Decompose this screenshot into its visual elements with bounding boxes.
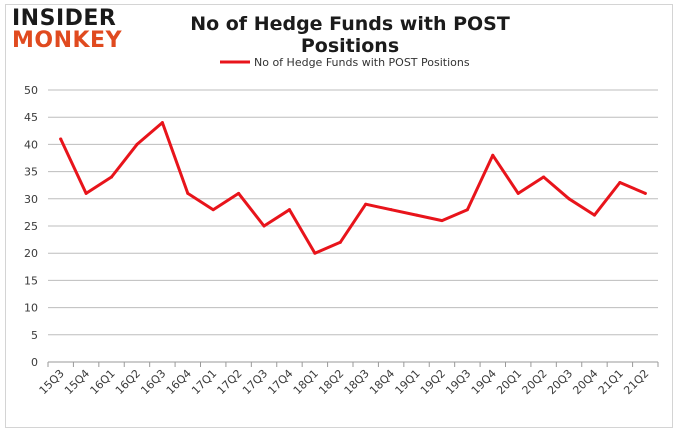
x-tick-label: 17Q3 bbox=[240, 367, 270, 397]
chart-title: No of Hedge Funds with POST Positions bbox=[190, 13, 510, 57]
data-point bbox=[618, 180, 622, 184]
x-tick-label: 17Q1 bbox=[189, 367, 219, 397]
data-point bbox=[389, 208, 393, 212]
data-point bbox=[262, 224, 266, 228]
data-point bbox=[364, 202, 368, 206]
data-point bbox=[440, 219, 444, 223]
data-point bbox=[160, 121, 164, 125]
data-point bbox=[415, 213, 419, 217]
y-tick-label: 50 bbox=[24, 84, 38, 97]
logo-line-2: MONKEY bbox=[12, 28, 123, 53]
x-tick-label: 16Q4 bbox=[164, 367, 194, 397]
x-tick-label: 17Q2 bbox=[215, 367, 245, 397]
y-tick-label: 25 bbox=[24, 220, 38, 233]
data-point bbox=[465, 208, 469, 212]
y-tick-label: 0 bbox=[31, 356, 38, 369]
x-tick-label: 21Q1 bbox=[596, 367, 626, 397]
x-tick-label: 15Q3 bbox=[37, 367, 67, 397]
x-tick-label: 20Q2 bbox=[520, 367, 550, 397]
x-tick-label: 16Q1 bbox=[88, 367, 118, 397]
y-tick-label: 5 bbox=[31, 329, 38, 342]
x-tick-label: 20Q4 bbox=[570, 367, 600, 397]
x-tick-label: 21Q2 bbox=[621, 367, 651, 397]
data-point bbox=[59, 137, 63, 141]
x-tick-label: 18Q3 bbox=[342, 367, 372, 397]
chart-frame bbox=[5, 4, 673, 428]
x-tick-label: 17Q4 bbox=[265, 367, 295, 397]
data-point bbox=[237, 191, 241, 195]
data-point bbox=[313, 251, 317, 255]
data-point bbox=[567, 197, 571, 201]
data-point bbox=[516, 191, 520, 195]
data-point bbox=[542, 175, 546, 179]
x-tick-label: 20Q1 bbox=[494, 367, 524, 397]
y-tick-label: 40 bbox=[24, 138, 38, 151]
x-tick-label: 15Q4 bbox=[62, 367, 92, 397]
series-line bbox=[59, 121, 647, 255]
data-point bbox=[211, 208, 215, 212]
x-tick-label: 19Q2 bbox=[418, 367, 448, 397]
data-point bbox=[287, 208, 291, 212]
data-point bbox=[643, 191, 647, 195]
data-point bbox=[186, 191, 190, 195]
y-tick-label: 30 bbox=[24, 193, 38, 206]
legend: No of Hedge Funds with POST Positions bbox=[220, 56, 470, 69]
series-layer bbox=[59, 121, 647, 255]
x-tick-label: 20Q3 bbox=[545, 367, 575, 397]
x-tick-label: 19Q3 bbox=[443, 367, 473, 397]
data-point bbox=[110, 175, 114, 179]
x-tick-label: 16Q3 bbox=[138, 367, 168, 397]
legend-label: No of Hedge Funds with POST Positions bbox=[254, 56, 470, 69]
y-tick-label: 10 bbox=[24, 302, 38, 315]
x-tick-label: 16Q2 bbox=[113, 367, 143, 397]
data-point bbox=[135, 142, 139, 146]
data-point bbox=[491, 153, 495, 157]
x-tick-label: 18Q2 bbox=[316, 367, 346, 397]
x-tick-label: 19Q4 bbox=[469, 367, 499, 397]
grid-lines bbox=[48, 89, 658, 363]
x-axis: 15Q315Q416Q116Q216Q316Q417Q117Q217Q317Q4… bbox=[37, 361, 659, 397]
y-tick-label: 20 bbox=[24, 247, 38, 260]
logo-line-1: INSIDER bbox=[12, 6, 117, 31]
x-tick-label: 18Q4 bbox=[367, 367, 397, 397]
data-point bbox=[592, 213, 596, 217]
y-tick-label: 35 bbox=[24, 166, 38, 179]
y-tick-label: 15 bbox=[24, 274, 38, 287]
y-axis: 0 5 10 15 20 25 30 35 40 45 50 bbox=[24, 84, 38, 369]
data-point bbox=[338, 240, 342, 244]
x-tick-label: 18Q1 bbox=[291, 367, 321, 397]
y-tick-label: 45 bbox=[24, 111, 38, 124]
insider-monkey-logo: INSIDER MONKEY bbox=[12, 8, 132, 56]
data-point bbox=[84, 191, 88, 195]
x-tick-label: 19Q1 bbox=[393, 367, 423, 397]
